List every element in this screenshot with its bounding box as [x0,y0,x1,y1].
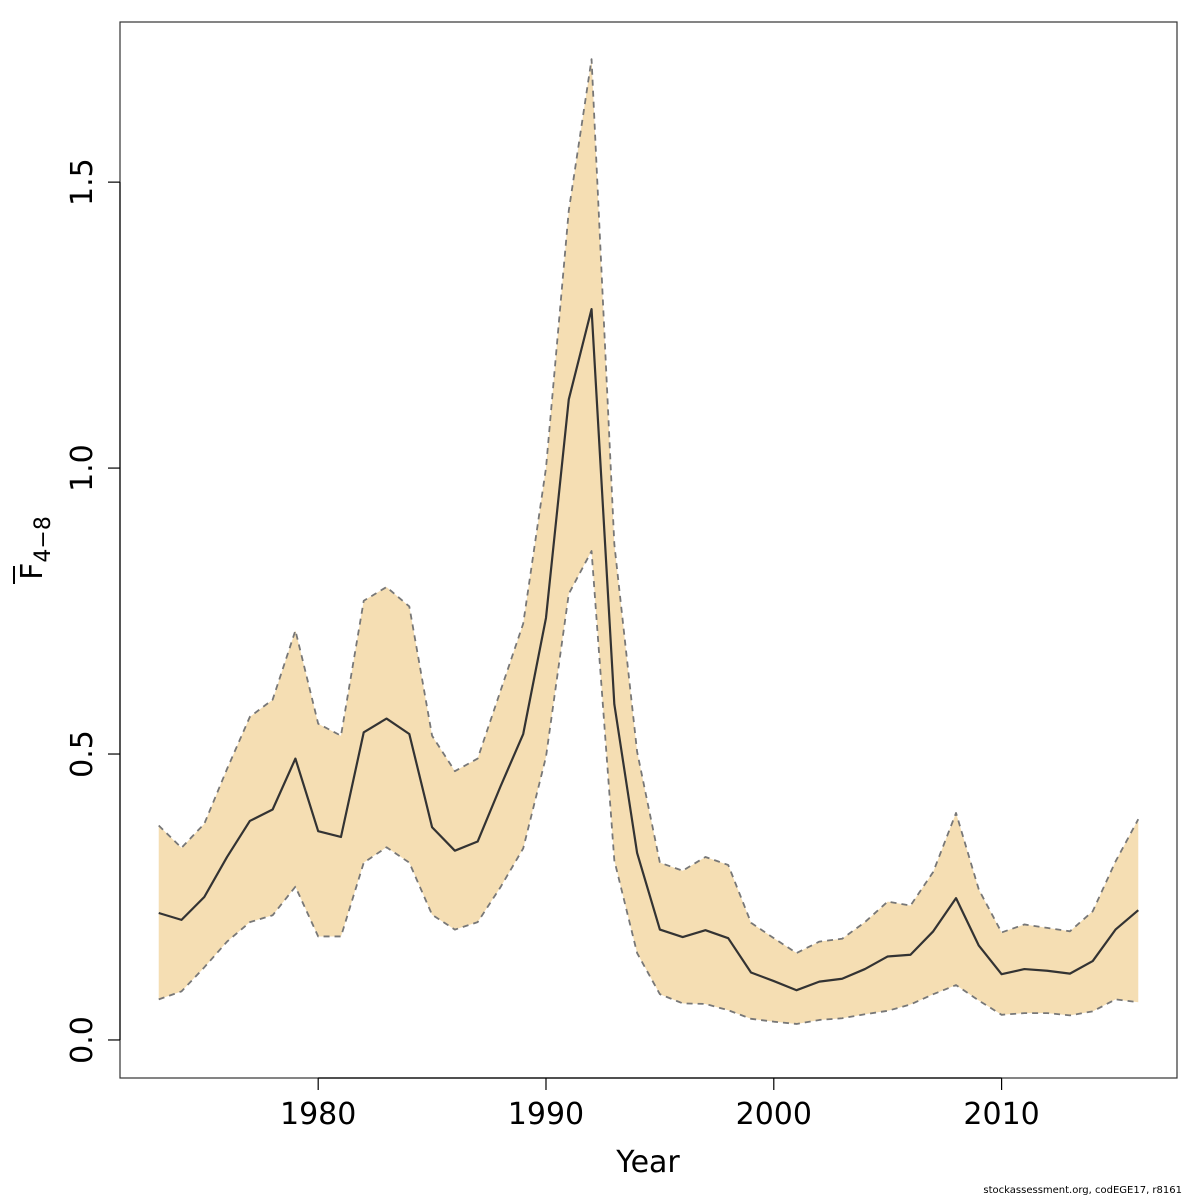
upper-bound-line [158,58,1140,954]
y-axis: 0.0 0.5 1.0 1.5 [65,158,121,1064]
y-tick-label: 1.5 [65,158,100,206]
svg-text:F4−8: F4−8 [15,516,56,580]
credit-text: stockassessment.org, codEGE17, r8161 [983,1185,1182,1196]
x-tick-label: 1990 [508,1097,584,1132]
x-tick-label: 1980 [280,1097,356,1132]
x-axis: 1980 1990 2000 2010 [280,1077,1040,1132]
y-axis-title: F4−8 [13,516,56,584]
lower-bound-line [158,550,1139,1025]
y-tick-label: 0.0 [65,1016,100,1064]
confidence-band [158,59,1139,1024]
y-axis-title-main: F [15,563,50,580]
estimate-line [158,307,1139,992]
x-tick-label: 2010 [963,1097,1039,1132]
y-tick-label: 0.5 [65,730,100,778]
x-axis-title: Year [615,1145,680,1180]
plot-area [158,58,1140,1025]
y-axis-title-subscript: 4−8 [31,516,56,562]
y-tick-label: 1.0 [65,444,100,492]
x-tick-label: 2000 [736,1097,812,1132]
